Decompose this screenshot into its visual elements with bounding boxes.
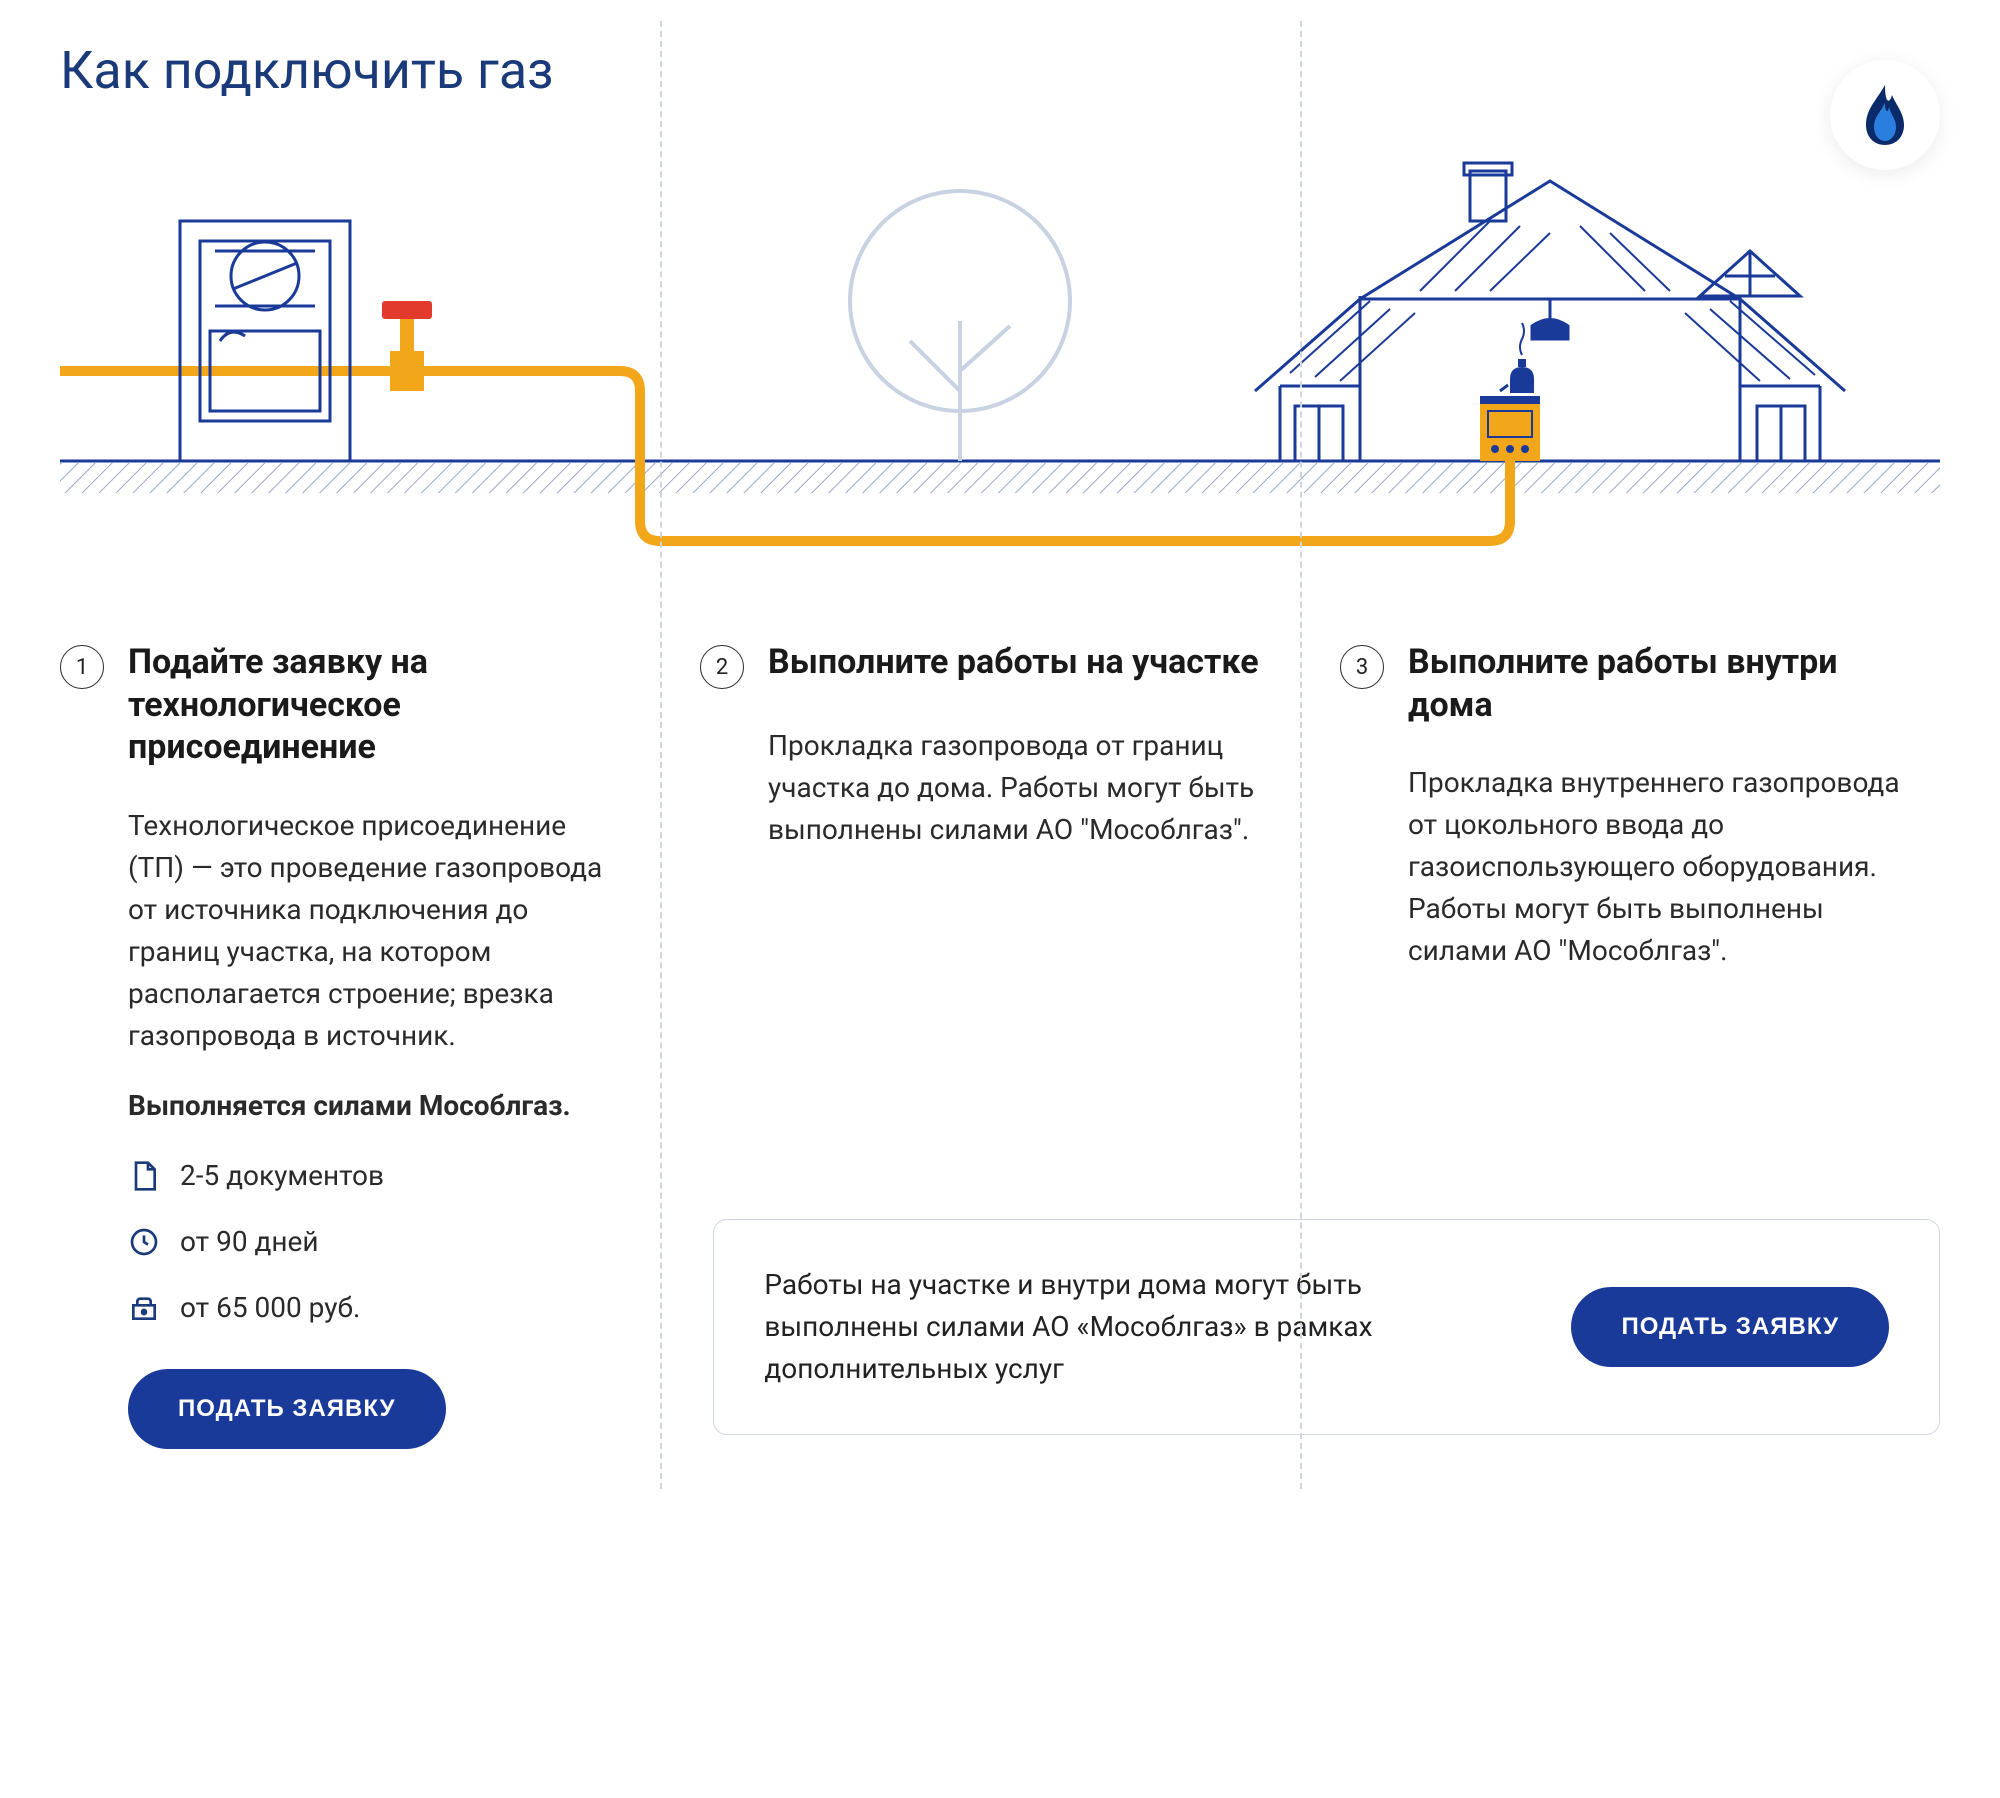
- step-number: 3: [1340, 645, 1384, 689]
- step-number: 1: [60, 645, 104, 689]
- document-icon: [128, 1160, 160, 1192]
- step-desc-bold: Выполняется силами Мособлгаз.: [128, 1085, 620, 1127]
- fact-docs: 2-5 документов: [128, 1155, 620, 1197]
- fact-price-text: от 65 000 руб.: [180, 1287, 360, 1329]
- process-illustration: [60, 141, 1940, 561]
- steps-row: 1 Подайте заявку на технологическое прис…: [60, 641, 1940, 1449]
- fact-time: от 90 дней: [128, 1221, 620, 1263]
- fact-time-text: от 90 дней: [180, 1221, 319, 1263]
- step-2: 2 Выполните работы на участке Прокладка …: [660, 641, 1300, 1449]
- step-desc: Технологическое присоединение (ТП) — это…: [128, 805, 620, 1057]
- flame-icon: [1858, 83, 1912, 147]
- step-title: Выполните работы на участке: [768, 641, 1259, 684]
- fact-price: от 65 000 руб.: [128, 1287, 620, 1329]
- step-desc: Прокладка газопровода от границ участка …: [768, 725, 1260, 851]
- step-3: 3 Выполните работы внутри дома Прокладка…: [1300, 641, 1940, 1449]
- step-desc: Прокладка внутреннего газопровода от цок…: [1408, 762, 1900, 972]
- step-1: 1 Подайте заявку на технологическое прис…: [60, 641, 660, 1449]
- step-title: Подайте заявку на технологическое присое…: [128, 641, 620, 769]
- fact-docs-text: 2-5 документов: [180, 1155, 384, 1197]
- submit-application-button[interactable]: ПОДАТЬ ЗАЯВКУ: [128, 1369, 446, 1449]
- fact-list: 2-5 документов от 90 дней от 65 000 руб.: [128, 1155, 620, 1329]
- step-number: 2: [700, 645, 744, 689]
- wallet-icon: [128, 1292, 160, 1324]
- step-title: Выполните работы внутри дома: [1408, 641, 1900, 726]
- clock-icon: [128, 1226, 160, 1258]
- page-title: Как подключить газ: [60, 40, 1940, 101]
